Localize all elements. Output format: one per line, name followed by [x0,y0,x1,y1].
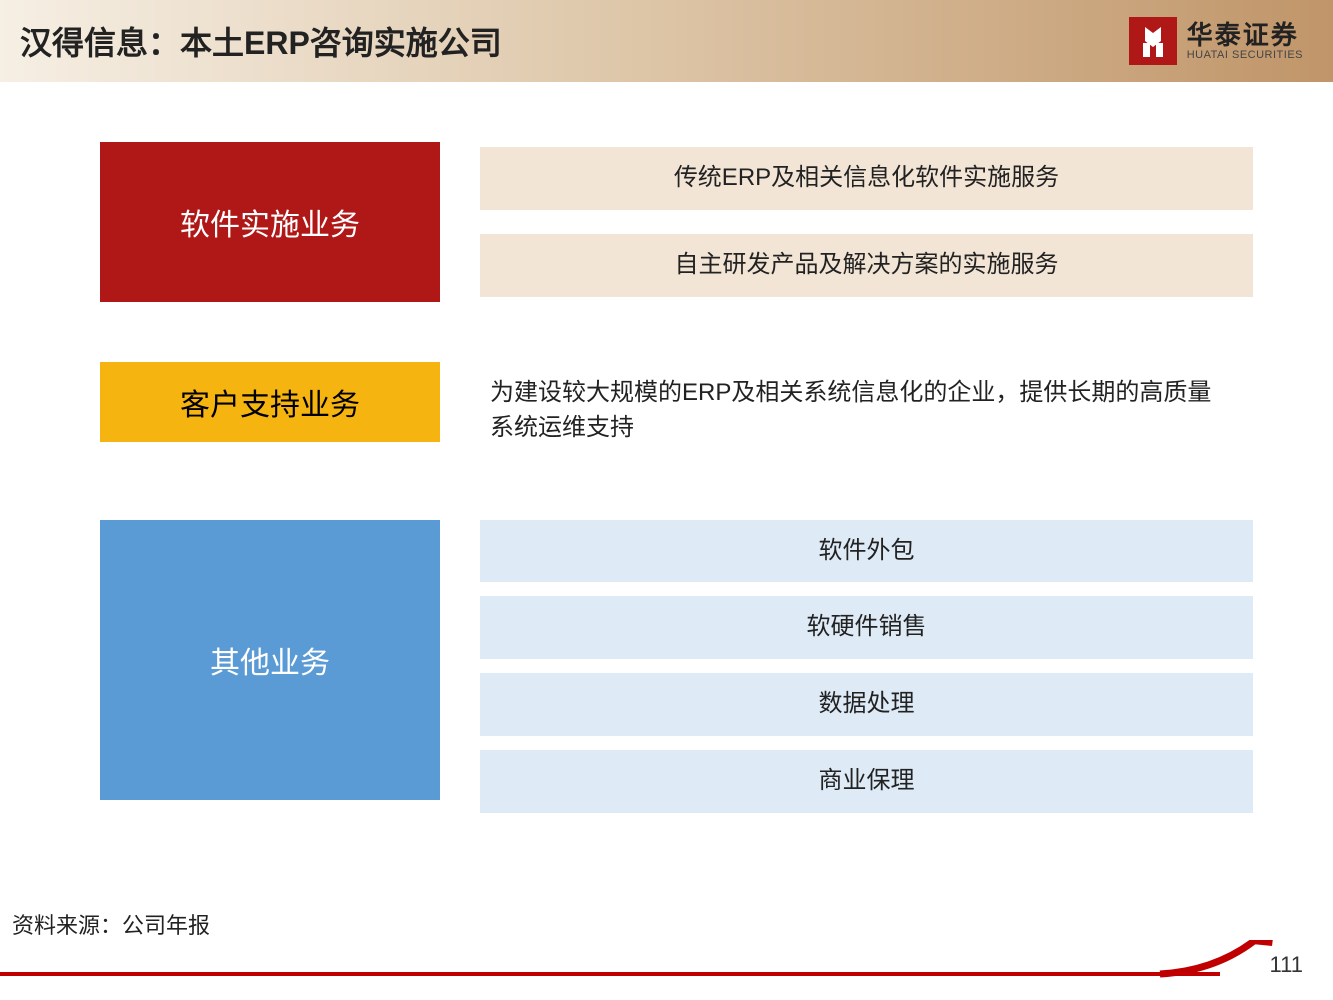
item-data-processing: 数据处理 [480,673,1253,736]
slide-header: 汉得信息：本土ERP咨询实施公司 华泰证券 HUATAI SECURITIES [0,0,1333,82]
item-outsourcing: 软件外包 [480,520,1253,583]
item-traditional-erp: 传统ERP及相关信息化软件实施服务 [480,147,1253,210]
section-label-support: 客户支持业务 [100,362,440,442]
item-self-developed: 自主研发产品及解决方案的实施服务 [480,234,1253,297]
content-area: 软件实施业务 传统ERP及相关信息化软件实施服务 自主研发产品及解决方案的实施服… [0,82,1333,813]
item-factoring: 商业保理 [480,750,1253,813]
logo-en: HUATAI SECURITIES [1187,49,1303,61]
section-items-software: 传统ERP及相关信息化软件实施服务 自主研发产品及解决方案的实施服务 [480,142,1253,302]
section-customer-support: 客户支持业务 为建设较大规模的ERP及相关系统信息化的企业，提供长期的高质量系统… [100,362,1253,460]
section-label-other: 其他业务 [100,520,440,800]
logo: 华泰证券 HUATAI SECURITIES [1129,17,1303,65]
section-other-business: 其他业务 软件外包 软硬件销售 数据处理 商业保理 [100,520,1253,813]
slide-title: 汉得信息：本土ERP咨询实施公司 [20,18,502,64]
logo-text: 华泰证券 HUATAI SECURITIES [1187,21,1303,62]
footer-source: 资料来源：公司年报 [12,908,210,940]
item-hw-sw-sales: 软硬件销售 [480,596,1253,659]
logo-cn: 华泰证券 [1187,21,1303,50]
footer-arrow-icon [0,940,1333,980]
item-support-desc: 为建设较大规模的ERP及相关系统信息化的企业，提供长期的高质量系统运维支持 [480,362,1253,460]
section-software-impl: 软件实施业务 传统ERP及相关信息化软件实施服务 自主研发产品及解决方案的实施服… [100,142,1253,302]
section-items-other: 软件外包 软硬件销售 数据处理 商业保理 [480,520,1253,813]
page-number: 111 [1270,952,1303,978]
section-label-software: 软件实施业务 [100,142,440,302]
huatai-logo-icon [1129,17,1177,65]
section-items-support: 为建设较大规模的ERP及相关系统信息化的企业，提供长期的高质量系统运维支持 [480,362,1253,460]
